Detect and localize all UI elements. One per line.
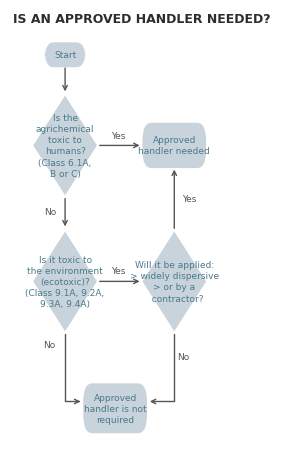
Polygon shape: [142, 232, 206, 332]
FancyBboxPatch shape: [142, 123, 206, 169]
Polygon shape: [33, 232, 97, 332]
Text: Will it be applied:
> widely dispersive
> or by a
  contractor?: Will it be applied: > widely dispersive …: [130, 261, 219, 303]
Text: Is it toxic to
the environment
(ecotoxic)?
(Class 9.1A, 9.2A,
9.3A, 9.4A): Is it toxic to the environment (ecotoxic…: [26, 255, 105, 308]
Text: No: No: [43, 341, 55, 349]
Text: Approved
handler is not
required: Approved handler is not required: [84, 393, 146, 424]
Polygon shape: [33, 96, 97, 196]
Text: Approved
handler needed: Approved handler needed: [139, 136, 210, 156]
FancyBboxPatch shape: [45, 43, 85, 68]
Text: Is the
agrichemical
toxic to
humans?
(Class 6.1A,
B or C): Is the agrichemical toxic to humans? (Cl…: [36, 114, 94, 178]
Text: Yes: Yes: [111, 267, 126, 276]
Text: Yes: Yes: [111, 131, 126, 140]
Text: Yes: Yes: [182, 195, 197, 204]
Text: No: No: [44, 207, 56, 216]
Text: No: No: [177, 352, 189, 361]
Text: Start: Start: [54, 51, 76, 60]
Text: IS AN APPROVED HANDLER NEEDED?: IS AN APPROVED HANDLER NEEDED?: [13, 13, 270, 25]
FancyBboxPatch shape: [83, 384, 147, 433]
